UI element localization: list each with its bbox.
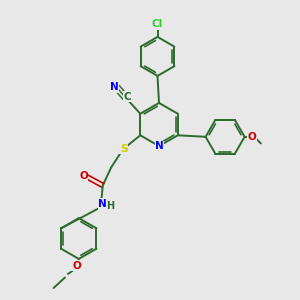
Text: C: C bbox=[124, 92, 131, 102]
Text: O: O bbox=[79, 170, 88, 181]
Text: N: N bbox=[110, 82, 119, 92]
Text: O: O bbox=[248, 132, 256, 142]
Text: O: O bbox=[72, 260, 81, 271]
Text: Cl: Cl bbox=[152, 19, 163, 29]
Text: N: N bbox=[98, 199, 107, 209]
Text: N: N bbox=[155, 141, 164, 152]
Text: S: S bbox=[120, 144, 128, 154]
Text: H: H bbox=[106, 200, 114, 211]
